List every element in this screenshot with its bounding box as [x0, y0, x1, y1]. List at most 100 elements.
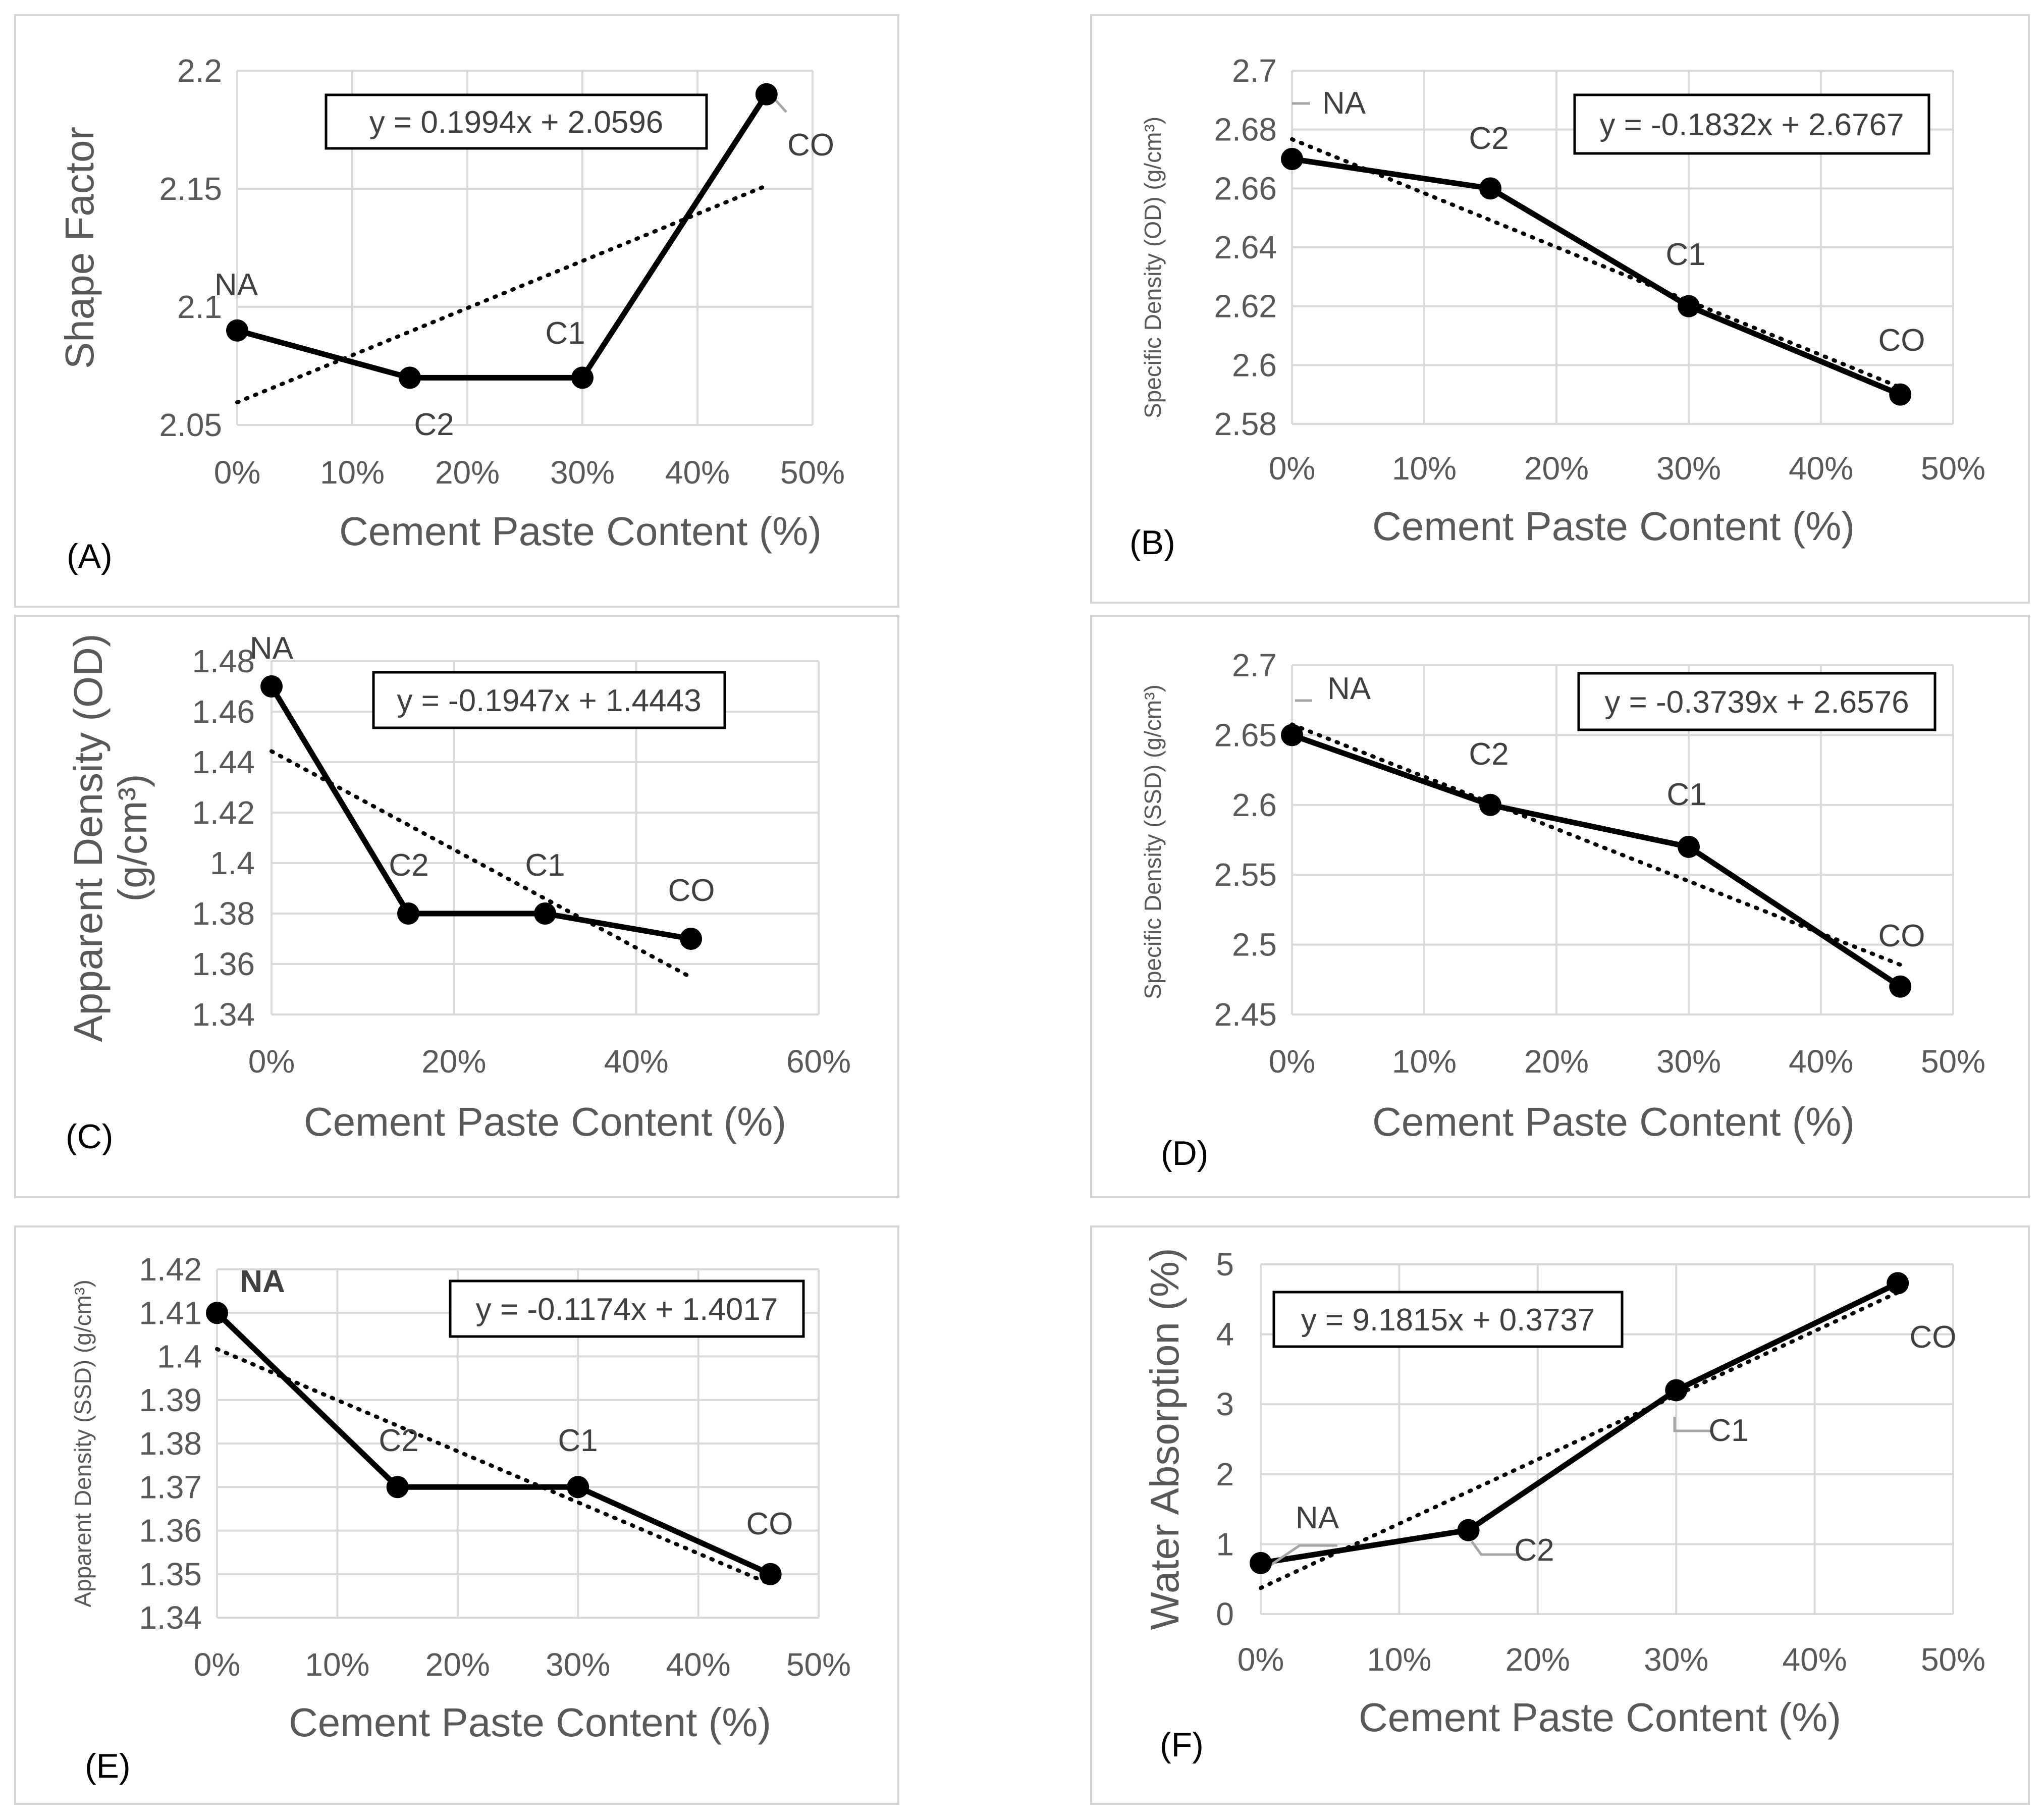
y-tick-label: 0 — [1216, 1596, 1234, 1632]
x-tick-label: 20% — [421, 1043, 486, 1080]
trendline-equation: y = -0.1832x + 2.6767 — [1599, 108, 1904, 142]
x-axis-title: Cement Paste Content (%) — [289, 1700, 771, 1745]
y-tick-label: 1.36 — [192, 946, 255, 982]
y-tick-label: 2.68 — [1214, 112, 1277, 148]
x-axis-title: Cement Paste Content (%) — [1372, 504, 1855, 549]
x-tick-label: 50% — [1921, 1043, 1985, 1080]
leader-line-c1 — [1673, 1417, 1711, 1432]
series-line — [236, 92, 769, 381]
series-line — [1260, 1280, 1899, 1566]
point-label-na: NA — [240, 1264, 285, 1299]
y-tick-label: 1.34 — [192, 996, 255, 1033]
series-line — [1291, 732, 1902, 989]
equation-box — [449, 1279, 805, 1338]
y-tick-label: 1.35 — [139, 1556, 202, 1592]
panel-label: (A) — [67, 537, 113, 575]
point-label-na: NA — [1296, 1501, 1339, 1535]
data-point-co — [755, 83, 778, 105]
point-label-co: CO — [1878, 323, 1925, 358]
data-point-co — [1887, 1272, 1909, 1295]
x-axis-title: Cement Paste Content (%) — [1359, 1695, 1841, 1740]
y-axis-title: Specific Density (SSD) (g/cm³) — [1140, 684, 1166, 999]
point-label-co: CO — [746, 1507, 793, 1541]
y-tick-label: 1.48 — [192, 643, 255, 679]
trendline — [270, 749, 693, 980]
x-tick-label: 40% — [1783, 1641, 1847, 1678]
point-label-c2: C2 — [1469, 121, 1509, 156]
x-tick-label: 10% — [320, 454, 385, 491]
point-label-co: CO — [668, 873, 715, 908]
x-tick-label: 30% — [546, 1646, 610, 1683]
data-point-c2 — [1479, 793, 1501, 816]
y-axis-title: Apparent Density (OD) — [66, 633, 111, 1042]
y-tick-label: 1 — [1216, 1526, 1234, 1562]
point-label-c2: C2 — [1514, 1533, 1554, 1568]
y-tick-label: 1.44 — [192, 744, 255, 780]
data-point-na — [206, 1302, 228, 1324]
leader-line-na — [1269, 1544, 1337, 1567]
y-tick-label: 1.42 — [139, 1251, 202, 1288]
x-tick-label: 40% — [1789, 1043, 1853, 1080]
y-tick-label: 1.41 — [139, 1295, 202, 1331]
point-label-co: CO — [1878, 919, 1925, 953]
y-tick-label: 2.58 — [1214, 406, 1277, 442]
y-tick-label: 1.38 — [192, 895, 255, 932]
point-label-c2: C2 — [379, 1423, 418, 1458]
data-point-c1 — [1678, 295, 1700, 317]
point-label-na: NA — [250, 631, 294, 666]
data-point-c1 — [1665, 1379, 1688, 1402]
point-label-c2: C2 — [389, 848, 428, 883]
data-point-c2 — [397, 902, 419, 925]
data-point-co — [759, 1563, 782, 1585]
point-label-c1: C1 — [1708, 1413, 1748, 1448]
trendline — [235, 183, 769, 405]
trendline — [1290, 137, 1903, 390]
x-tick-label: 30% — [550, 454, 615, 491]
trendline-equation: y = -0.3739x + 2.6576 — [1604, 685, 1909, 720]
data-point-c1 — [1678, 835, 1700, 858]
data-point-co — [1889, 383, 1912, 406]
x-tick-label: 10% — [1392, 450, 1457, 487]
x-tick-label: 50% — [786, 1646, 851, 1683]
x-tick-label: 50% — [1921, 1641, 1985, 1678]
trendline-equation: y = -0.1174x + 1.4017 — [476, 1292, 778, 1327]
x-tick-label: 0% — [1238, 1641, 1284, 1678]
point-label-c2: C2 — [1469, 737, 1509, 772]
point-label-na: NA — [214, 268, 258, 302]
y-tick-label: 4 — [1216, 1316, 1234, 1353]
x-axis-title: Cement Paste Content (%) — [1372, 1099, 1855, 1144]
data-point-c2 — [1479, 177, 1501, 200]
x-tick-label: 10% — [305, 1646, 369, 1683]
x-tick-label: 0% — [1269, 1043, 1316, 1080]
x-tick-label: 10% — [1367, 1641, 1431, 1678]
data-point-na — [260, 675, 283, 698]
trendline — [1290, 722, 1903, 967]
data-point-c2 — [386, 1476, 409, 1499]
chart-panel-c: 1.34 1.36 1.38 1.4 1.42 1.44 1.46 1.48 0% 20% 40% 6… — [14, 615, 899, 1198]
x-tick-label: 20% — [1505, 1641, 1570, 1678]
y-tick-label: 1.38 — [139, 1425, 202, 1462]
y-tick-label: 1.37 — [139, 1469, 202, 1505]
chart-panel-b: 2.58 2.6 2.62 2.64 2.66 2.68 2.7 0% 10% 20% 30% 40%… — [1090, 14, 2030, 604]
y-tick-label: 2.55 — [1214, 857, 1277, 893]
y-tick-label: 2.15 — [159, 171, 222, 207]
equation-box — [1272, 1291, 1624, 1348]
y-tick-label: 2.1 — [177, 289, 222, 325]
point-label-co: CO — [787, 128, 834, 163]
data-point-c2 — [399, 366, 421, 389]
data-point-c1 — [567, 1476, 589, 1499]
x-axis-title: Cement Paste Content (%) — [339, 509, 822, 554]
y-tick-label: 2.64 — [1214, 229, 1277, 265]
y-tick-label: 1.42 — [192, 794, 255, 831]
point-label-na: NA — [1322, 86, 1366, 121]
point-label-na: NA — [1327, 671, 1371, 706]
x-tick-label: 0% — [1269, 450, 1316, 487]
y-tick-label: 2.6 — [1232, 787, 1277, 823]
y-tick-label: 1.46 — [192, 693, 255, 730]
y-tick-label: 1.4 — [210, 845, 255, 881]
y-tick-label: 1.39 — [139, 1382, 202, 1418]
point-label-co: CO — [1910, 1320, 1957, 1355]
leader-line-c2 — [1470, 1540, 1519, 1556]
point-label-c1: C1 — [558, 1423, 598, 1458]
chart-panel-e: 1.34 1.35 1.36 1.37 1.38 1.39 1.4 1.41 1.42 0% 10%… — [14, 1225, 899, 1805]
